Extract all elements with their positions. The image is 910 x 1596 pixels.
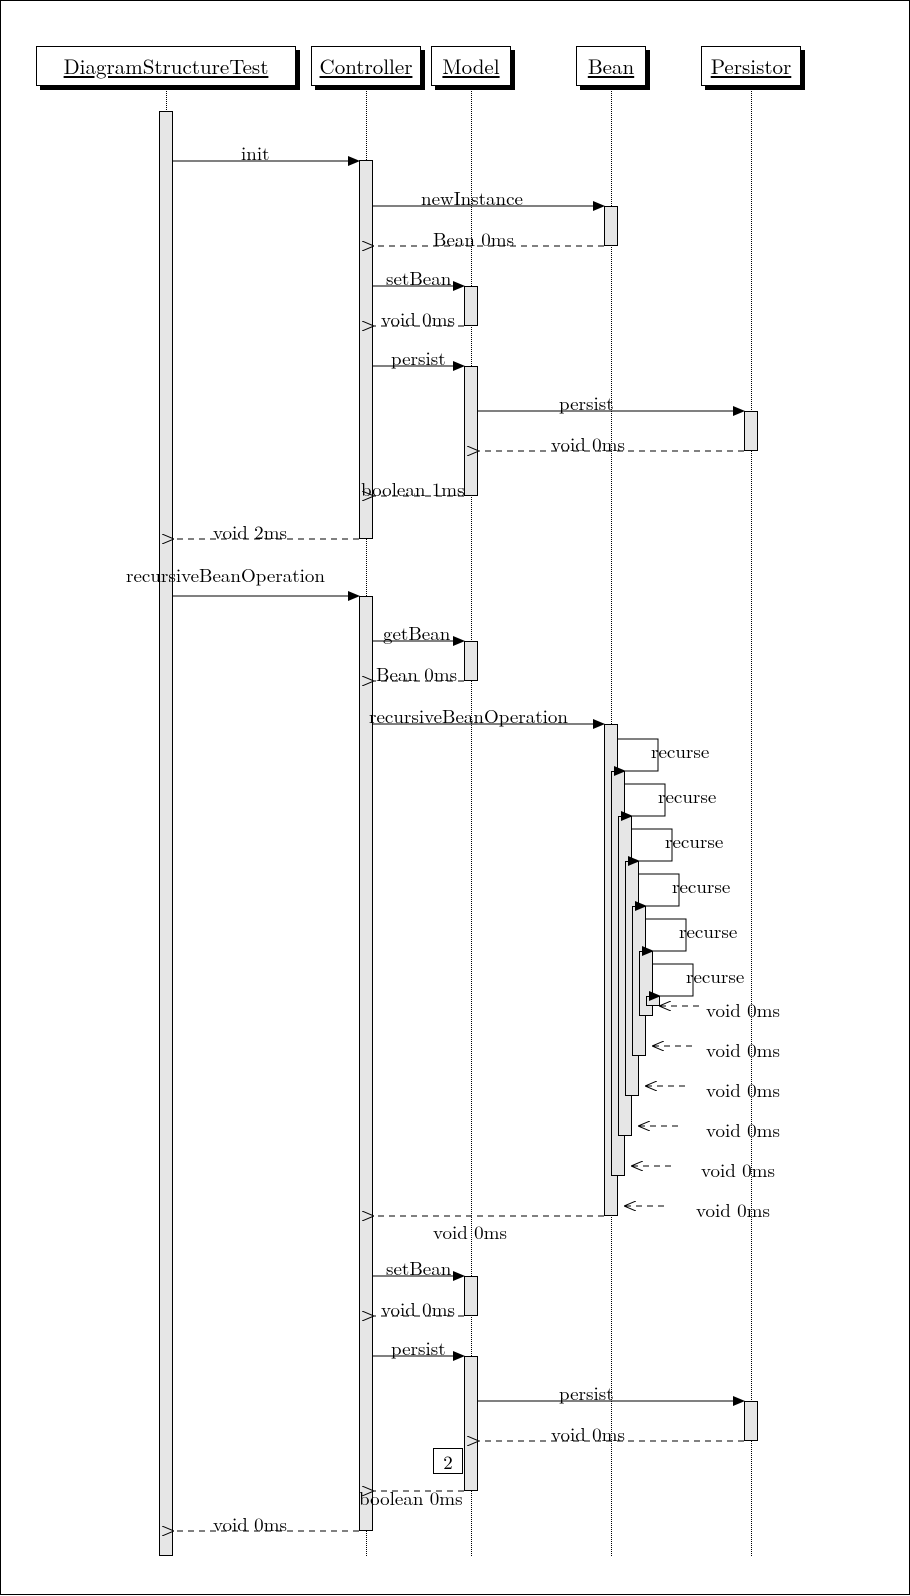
message-label: void 0ms <box>381 1295 455 1322</box>
self-call-label: recurse <box>679 917 737 944</box>
message-label: void 0ms <box>696 1196 770 1223</box>
message-label: void 0ms <box>381 305 455 332</box>
message-label: setBean <box>386 264 451 291</box>
message-label: Bean 0ms <box>433 225 514 252</box>
message-label: getBean <box>383 619 450 646</box>
message-label: persist <box>559 389 614 416</box>
message-label: void 0ms <box>706 1076 780 1103</box>
activation <box>464 286 478 326</box>
self-call-label: recurse <box>658 782 716 809</box>
head-persistor: Persistor <box>701 46 801 86</box>
message-label: void 0ms <box>706 1116 780 1143</box>
message-label: boolean 1ms <box>361 475 465 502</box>
head-controller: Controller <box>311 46 421 86</box>
self-call-label: recurse <box>672 872 730 899</box>
head-model: Model <box>431 46 511 86</box>
message-label: void 0ms <box>551 1420 625 1447</box>
activation <box>604 206 618 246</box>
activation <box>359 596 373 1531</box>
message-label: void 2ms <box>213 518 287 545</box>
activation <box>159 111 173 1556</box>
message-label: recursiveBeanOperation <box>369 702 568 729</box>
message-label: init <box>241 139 270 166</box>
self-call-label: recurse <box>651 737 709 764</box>
self-call-label: recurse <box>686 962 744 989</box>
self-call-label: recurse <box>665 827 723 854</box>
activation <box>464 641 478 681</box>
message-label: void 0ms <box>433 1218 507 1245</box>
invocation-count: 2 <box>433 1448 463 1474</box>
message-label: persist <box>559 1379 614 1406</box>
activation <box>464 1276 478 1316</box>
head-bean: Bean <box>576 46 646 86</box>
message-label: void 0ms <box>551 430 625 457</box>
message-label: void 0ms <box>706 1036 780 1063</box>
message-label: setBean <box>386 1254 451 1281</box>
activation <box>744 411 758 451</box>
lifeline-persistor <box>751 86 752 1556</box>
message-label: recursiveBeanOperation <box>126 561 325 588</box>
message-label: persist <box>391 344 446 371</box>
activation <box>639 951 653 1016</box>
message-label: newInstance <box>421 184 523 211</box>
message-label: persist <box>391 1334 446 1361</box>
message-label: void 0ms <box>213 1510 287 1537</box>
activation <box>464 1356 478 1491</box>
message-label: void 0ms <box>706 996 780 1023</box>
activation <box>646 996 660 1006</box>
message-label: void 0ms <box>701 1156 775 1183</box>
head-test: DiagramStructureTest <box>36 46 296 86</box>
activation <box>464 366 478 496</box>
message-label: boolean 0ms <box>359 1484 463 1511</box>
activation <box>744 1401 758 1441</box>
message-label: Bean 0ms <box>376 660 457 687</box>
sequence-diagram: DiagramStructureTest ControllerModel Bean P… <box>0 0 910 1595</box>
